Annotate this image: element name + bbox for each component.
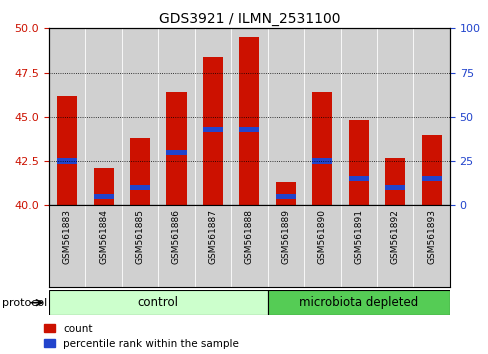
Bar (122, 28, 158, 205)
Text: GSM561889: GSM561889 (281, 209, 290, 264)
Bar (194, 205, 231, 287)
Bar (93, 194, 113, 199)
Bar (340, 28, 376, 205)
Text: GSM561883: GSM561883 (62, 209, 71, 264)
Bar (49, 205, 85, 287)
Bar (304, 28, 340, 205)
Bar (348, 120, 368, 205)
Bar (166, 92, 186, 205)
Bar (85, 28, 122, 205)
Text: microbiota depleted: microbiota depleted (299, 296, 418, 309)
Bar (275, 194, 295, 199)
Bar (122, 205, 158, 287)
Bar (340, 205, 376, 287)
Bar (158, 205, 194, 287)
Bar (267, 290, 449, 315)
Bar (385, 158, 405, 205)
Title: GDS3921 / ILMN_2531100: GDS3921 / ILMN_2531100 (158, 12, 340, 26)
Bar (166, 149, 186, 155)
Text: control: control (138, 296, 179, 309)
Bar (412, 28, 449, 205)
Bar (130, 138, 150, 205)
Bar (203, 126, 223, 132)
Text: GSM561884: GSM561884 (99, 209, 108, 264)
Bar (130, 185, 150, 190)
Bar (304, 205, 340, 287)
Text: GSM561885: GSM561885 (135, 209, 144, 264)
Text: GSM561892: GSM561892 (390, 209, 399, 264)
Text: GSM561886: GSM561886 (172, 209, 181, 264)
Bar (231, 28, 267, 205)
Text: protocol: protocol (2, 298, 48, 308)
Bar (49, 290, 267, 315)
Text: GSM561891: GSM561891 (353, 209, 363, 264)
Bar (158, 28, 194, 205)
Bar (385, 185, 405, 190)
Text: GSM561888: GSM561888 (244, 209, 253, 264)
Bar (421, 176, 441, 181)
Bar (275, 182, 295, 205)
Bar (348, 176, 368, 181)
Bar (231, 205, 267, 287)
Bar (312, 92, 332, 205)
Text: GSM561887: GSM561887 (208, 209, 217, 264)
Legend: count, percentile rank within the sample: count, percentile rank within the sample (44, 324, 239, 349)
Bar (57, 96, 77, 205)
Bar (421, 135, 441, 205)
Bar (239, 126, 259, 132)
Text: GSM561890: GSM561890 (317, 209, 326, 264)
Bar (267, 28, 304, 205)
Bar (194, 28, 231, 205)
Bar (412, 205, 449, 287)
Bar (49, 28, 85, 205)
Text: GSM561893: GSM561893 (427, 209, 435, 264)
Bar (85, 205, 122, 287)
Bar (57, 158, 77, 164)
Bar (376, 28, 412, 205)
Bar (312, 158, 332, 164)
Bar (267, 205, 304, 287)
Bar (376, 205, 412, 287)
Bar (203, 57, 223, 205)
Bar (239, 37, 259, 205)
Bar (93, 168, 113, 205)
